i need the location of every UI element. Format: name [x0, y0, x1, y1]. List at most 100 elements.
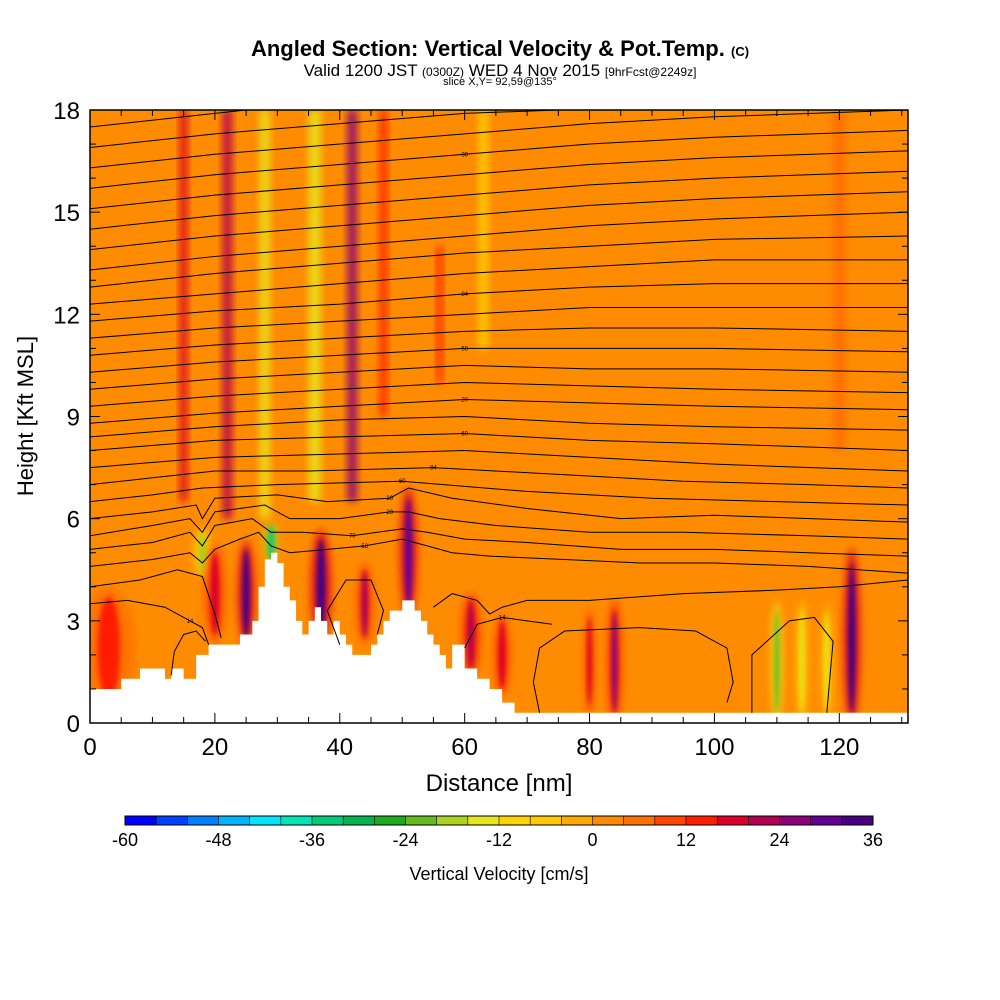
contour-label: 14: [499, 615, 506, 621]
valid-date: WED 4 Nov 2015: [468, 61, 601, 80]
theta-contour: [751, 616, 834, 713]
theta-contour: [90, 415, 908, 438]
chart-subtitle: Valid 1200 JST (0300Z) WED 4 Nov 2015 [9…: [0, 61, 1000, 81]
theta-contour: [90, 467, 908, 489]
theta-contour: [90, 364, 908, 390]
velocity-streak: [436, 246, 443, 383]
theta-contour: [90, 569, 222, 638]
contour-label: 58: [361, 544, 368, 550]
colorbar-swatch: [405, 816, 438, 825]
velocity-cell: [97, 596, 120, 700]
velocity-streak: [179, 110, 188, 502]
colorbar-tick-label: -12: [486, 830, 512, 850]
y-axis: 0 3 6 9 12 15 18: [53, 98, 908, 738]
contour-label: 30: [386, 496, 393, 502]
velocity-streak: [379, 110, 388, 417]
velocity-cell: [242, 549, 250, 638]
x-tick-label: 40: [326, 734, 353, 761]
y-tick-label: 12: [53, 302, 80, 329]
colorbar-swatch: [748, 816, 780, 825]
colorbar-swatch: [779, 816, 812, 825]
theta-contour: [90, 170, 908, 230]
chart-title: Angled Section: Vertical Velocity & Pot.…: [0, 36, 1000, 62]
theta-contour: [90, 599, 210, 645]
y-tick-label: 18: [53, 98, 80, 125]
plot-area: 14 14 58 70 20 30 60 84 60 20 58 84 30: [89, 109, 909, 724]
valid-time: Valid 1200 JST: [303, 61, 418, 80]
theta-contour: [90, 504, 908, 540]
colorbar-tick-label: -48: [205, 830, 231, 850]
x-axis-label: Distance [nm]: [426, 770, 573, 797]
colorbar-swatch: [810, 816, 843, 825]
contour-label: 20: [461, 397, 468, 403]
colorbar-swatch: [561, 816, 593, 825]
colorbar-tick-label: -60: [112, 830, 138, 850]
colorbar: -60 -48 -36 -24 -12 0 12 24 36: [112, 815, 883, 850]
velocity-cell: [268, 525, 275, 560]
colorbar-swatch: [530, 816, 562, 825]
theta-contour: [90, 487, 908, 523]
velocity-streak: [260, 110, 270, 519]
y-tick-label: 6: [67, 507, 80, 534]
contour-label: 60: [399, 479, 406, 485]
colorbar-tick-label: 36: [863, 830, 883, 850]
colorbar-swatch: [343, 816, 375, 825]
contour-label: 84: [461, 292, 468, 298]
contour-label: 14: [187, 619, 194, 625]
x-tick-label: 100: [694, 734, 734, 761]
colorbar-swatch: [499, 816, 531, 825]
colorbar-swatch: [218, 816, 251, 825]
colorbar-swatch: [374, 816, 406, 825]
colorbar-swatch: [280, 816, 313, 825]
y-tick-label: 15: [53, 200, 80, 227]
colorbar-tick-label: -36: [299, 830, 325, 850]
slice-info: slice X,Y= 92,59@135°: [443, 76, 557, 88]
colorbar-swatch: [654, 816, 687, 825]
velocity-cell: [210, 552, 220, 635]
theta-contour: [90, 283, 908, 322]
potential-temperature-contours: 14 14 58 70 20 30 60 84 60 20 58 84 30: [90, 110, 908, 713]
theta-contour: [90, 480, 908, 506]
colorbar-tick-label: 12: [676, 830, 696, 850]
velocity-cell: [467, 600, 475, 669]
colorbar-swatch: [592, 816, 625, 825]
y-tick-label: 9: [67, 405, 80, 432]
x-tick-label: 120: [819, 734, 859, 761]
terrain: [90, 552, 908, 723]
velocity-streak: [347, 110, 357, 502]
contour-label: 84: [430, 466, 437, 472]
colorbar-tick-label: -24: [392, 830, 418, 850]
velocity-streak: [222, 110, 233, 519]
theta-contour: [90, 259, 908, 305]
theta-contour: [90, 531, 908, 574]
theta-contour: [90, 347, 908, 373]
theta-contour: [90, 398, 908, 424]
y-tick-label: 0: [67, 711, 80, 738]
theta-contour: [90, 518, 908, 557]
y-axis-label: Height [Kft MSL]: [13, 336, 38, 496]
y-tick-label: 3: [67, 609, 80, 636]
theta-contour: [532, 627, 734, 713]
colorbar-swatch: [436, 816, 469, 825]
theta-contour: [433, 579, 908, 615]
theta-contour: [464, 616, 553, 649]
velocity-cell: [361, 569, 369, 638]
colorbar-tick-label: 24: [769, 830, 789, 850]
chart-title-text: Angled Section: Vertical Velocity & Pot.…: [250, 36, 725, 61]
contour-label: 20: [386, 510, 393, 516]
x-tick-label: 80: [576, 734, 603, 761]
theta-contour: [90, 327, 908, 356]
terrain-mask: [90, 552, 908, 723]
velocity-streak: [479, 110, 488, 349]
colorbar-tick-label: 0: [587, 830, 597, 850]
colorbar-swatch: [249, 816, 282, 825]
contour-label: 60: [461, 432, 468, 438]
velocity-cell: [824, 614, 830, 710]
contour-label: 70: [349, 534, 356, 540]
velocity-cell: [848, 562, 856, 713]
forecast-info: [9hrFcst@2249z]: [604, 65, 697, 79]
colorbar-swatch: [686, 816, 718, 825]
x-tick-label: 0: [83, 734, 96, 761]
theta-contour: [90, 235, 908, 288]
